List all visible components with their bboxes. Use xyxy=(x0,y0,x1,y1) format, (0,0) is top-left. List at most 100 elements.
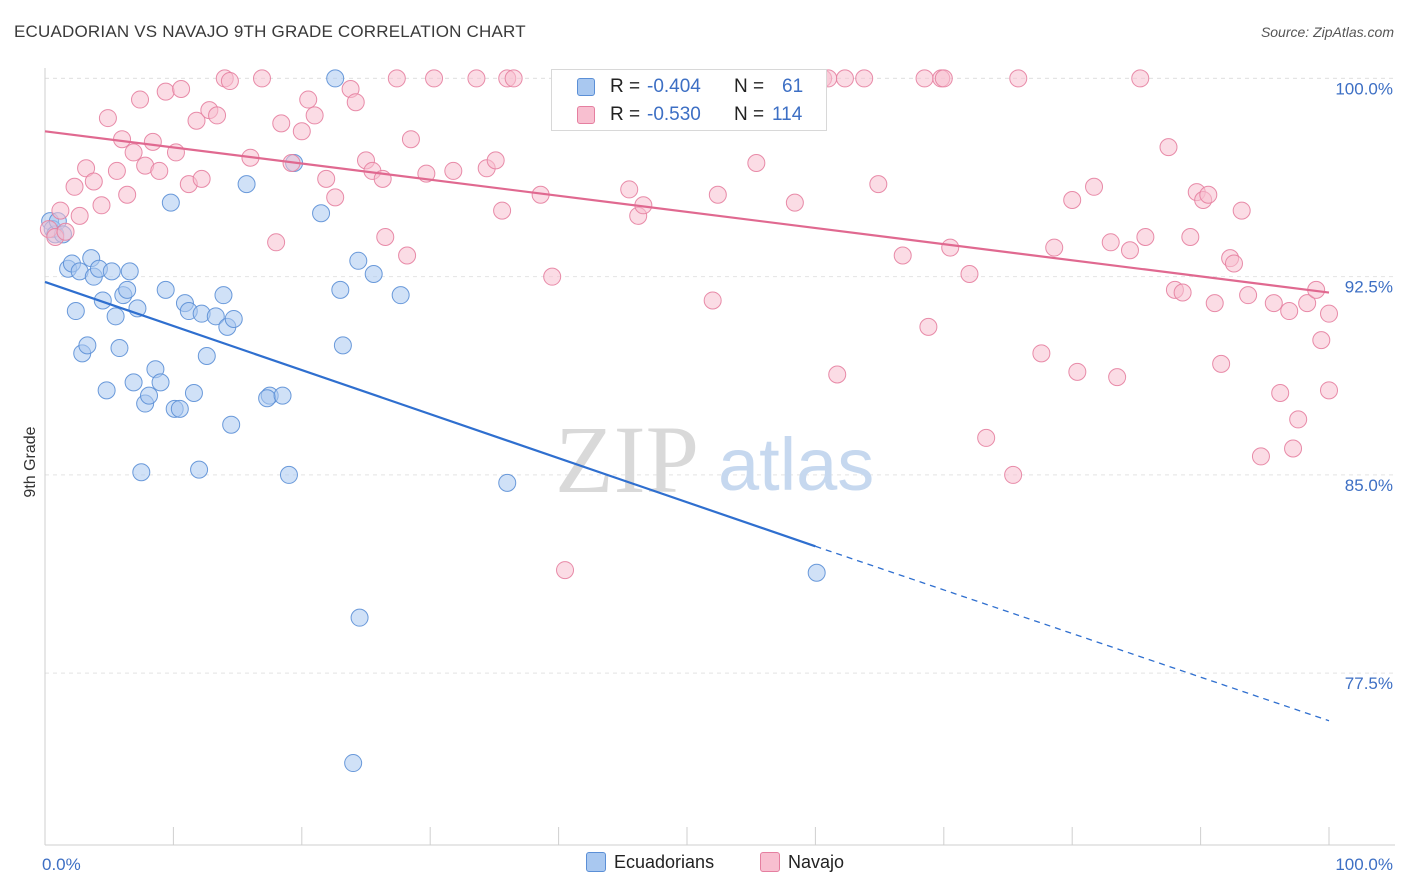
data-point xyxy=(66,302,85,321)
source-label: Source: ZipAtlas.com xyxy=(1260,24,1394,40)
legend-n-value: 114 xyxy=(772,104,803,125)
data-point xyxy=(220,72,239,91)
y-axis-label: 9th Grade xyxy=(22,426,39,497)
data-point xyxy=(486,151,505,170)
legend-row-navajo: R = -0.530 N = 114 xyxy=(552,101,826,129)
data-point xyxy=(1205,294,1224,313)
x-tick-labels: 0.0% 100.0% xyxy=(42,855,1393,874)
chart-title: ECUADORIAN VS NAVAJO 9TH GRADE CORRELATI… xyxy=(14,22,526,41)
data-point xyxy=(1009,69,1028,88)
data-point xyxy=(197,346,216,365)
trend-line-ecuadorians xyxy=(44,280,816,548)
data-point xyxy=(106,307,125,326)
data-point xyxy=(1312,331,1331,350)
data-point xyxy=(346,93,365,112)
x-tick-label: 100.0% xyxy=(1335,855,1393,874)
data-point xyxy=(1271,383,1290,402)
data-point xyxy=(1004,465,1023,484)
data-point xyxy=(391,286,410,305)
data-point xyxy=(140,386,159,405)
data-point xyxy=(1320,304,1338,323)
data-point xyxy=(1320,381,1338,400)
data-point xyxy=(326,188,345,207)
data-point xyxy=(1264,294,1283,313)
data-point xyxy=(1212,354,1231,373)
data-point xyxy=(869,175,888,194)
legend-r-value: -0.530 xyxy=(647,104,701,125)
data-point xyxy=(299,90,318,109)
data-point xyxy=(350,608,369,627)
watermark-atlas: atlas xyxy=(718,423,874,506)
watermark-zip: ZIP xyxy=(555,406,699,513)
data-point xyxy=(124,373,143,392)
data-point xyxy=(172,79,191,98)
data-point xyxy=(915,69,934,88)
legend-r-label: R = xyxy=(610,76,641,97)
data-point xyxy=(84,172,103,191)
data-point xyxy=(305,106,324,125)
trend-line-navajo xyxy=(44,130,1330,294)
data-point xyxy=(187,111,206,130)
data-point xyxy=(326,69,345,88)
bottom-legend-ecuadorians: Ecuadorians xyxy=(586,852,714,873)
data-point xyxy=(1181,228,1200,247)
data-point xyxy=(444,161,463,180)
data-point xyxy=(376,228,395,247)
data-point xyxy=(206,307,225,326)
data-point xyxy=(1173,283,1192,302)
data-point xyxy=(118,280,137,299)
data-point xyxy=(934,69,953,88)
data-point xyxy=(102,262,121,281)
data-point xyxy=(835,69,854,88)
data-point xyxy=(214,286,233,305)
data-point xyxy=(190,460,209,479)
data-point xyxy=(161,193,180,212)
data-point xyxy=(279,465,298,484)
data-point xyxy=(156,280,175,299)
data-point xyxy=(828,365,847,384)
legend-r-label: R = xyxy=(610,104,641,125)
data-point xyxy=(1136,228,1155,247)
data-point xyxy=(1159,138,1178,157)
data-point xyxy=(398,246,417,265)
data-point xyxy=(120,262,139,281)
axes xyxy=(44,68,1395,846)
data-point xyxy=(124,143,143,162)
data-point xyxy=(960,265,979,284)
y-tick-label: 100.0% xyxy=(1335,79,1393,98)
data-point xyxy=(252,69,271,88)
data-point xyxy=(1108,368,1127,387)
data-point xyxy=(807,563,826,582)
data-point xyxy=(170,399,189,418)
data-point xyxy=(941,238,960,257)
data-point xyxy=(467,69,486,88)
data-point xyxy=(1045,238,1064,257)
data-point xyxy=(222,415,241,434)
data-point xyxy=(893,246,912,265)
data-point xyxy=(1224,254,1243,273)
data-point xyxy=(703,291,722,310)
data-point xyxy=(317,169,336,188)
data-point xyxy=(110,339,129,358)
data-point xyxy=(708,185,727,204)
data-point xyxy=(1298,294,1317,313)
data-point xyxy=(150,161,169,180)
data-point xyxy=(65,177,84,196)
data-point xyxy=(292,122,311,141)
data-point xyxy=(184,383,203,402)
data-point xyxy=(92,196,111,215)
y-tick-label: 77.5% xyxy=(1345,674,1393,693)
data-point xyxy=(93,291,112,310)
data-point xyxy=(132,463,151,482)
data-point xyxy=(401,130,420,149)
legend-n-label: N = xyxy=(734,76,765,97)
grid-lines xyxy=(45,77,1395,674)
data-point xyxy=(493,201,512,220)
trend-line-extension xyxy=(815,545,1330,722)
legend-swatch-ecuadorians xyxy=(577,78,595,96)
data-point xyxy=(333,336,352,355)
data-point xyxy=(1199,185,1218,204)
data-point xyxy=(156,82,175,101)
data-point xyxy=(51,201,70,220)
data-point xyxy=(1085,177,1104,196)
